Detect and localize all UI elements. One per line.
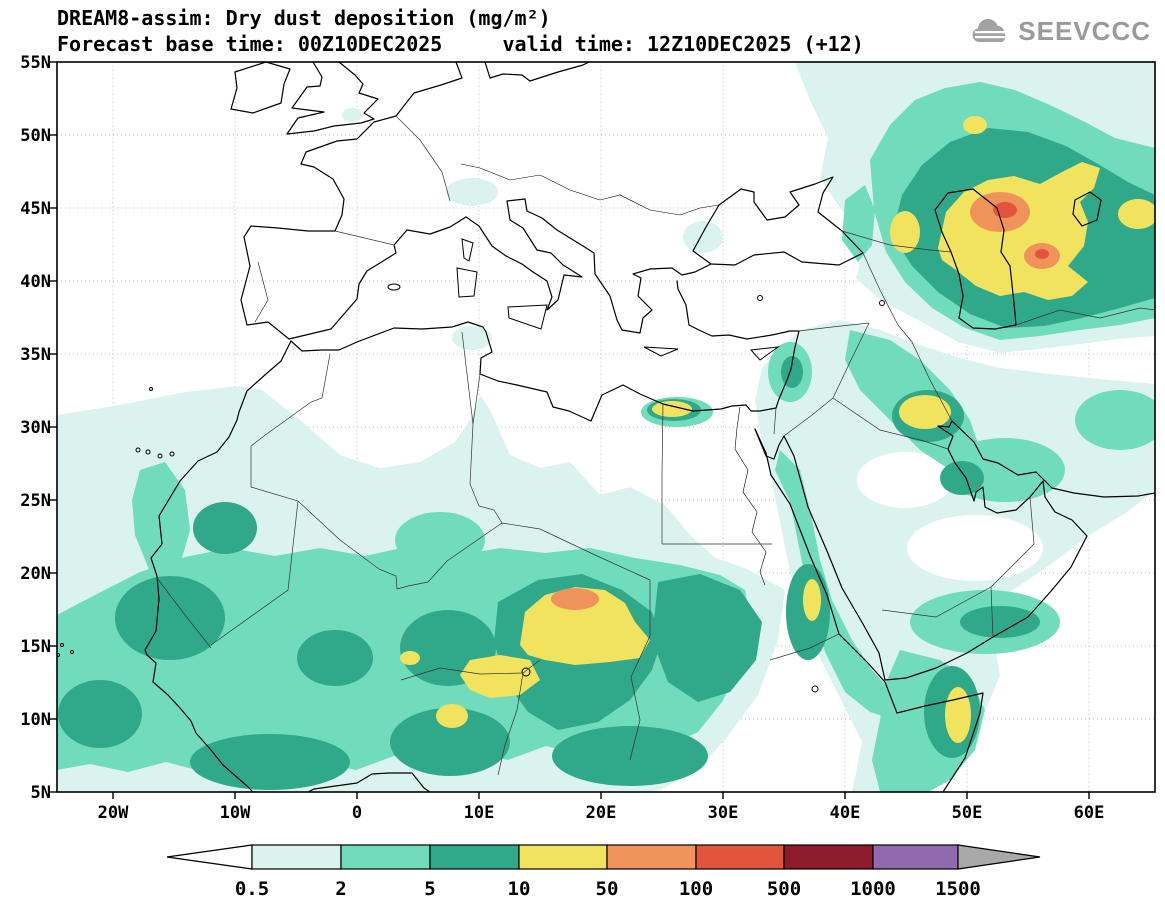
lon-label-30e: 30E	[708, 803, 739, 823]
lon-label-10w: 10W	[220, 803, 251, 823]
legend-swatch-50-100	[606, 844, 697, 870]
lat-label-25n: 25N	[20, 491, 51, 511]
lat-label-35n: 35N	[20, 345, 51, 365]
contour-white-holes	[857, 452, 1043, 581]
rivers	[460, 163, 767, 586]
lat-label-40n: 40N	[20, 272, 51, 292]
country-borders	[156, 115, 1155, 776]
legend-swatch-0p5-2	[251, 844, 342, 870]
contour-level-10-50	[400, 116, 1155, 743]
legend-label-2: 2	[335, 878, 346, 900]
lon-axis-labels: 20W 10W 0 10E 20E 30E 40E 50E 60E	[98, 803, 1105, 823]
lon-label-20w: 20W	[98, 803, 129, 823]
lon-label-10e: 10E	[464, 803, 495, 823]
forecast-time-subtitle: Forecast base time: 00Z10DEC2025 valid t…	[57, 32, 864, 56]
lat-label-20n: 20N	[20, 564, 51, 584]
cloud-icon	[972, 18, 1008, 42]
legend-label-1000: 1000	[850, 878, 896, 900]
page-title: DREAM8-assim: Dry dust deposition (mg/m²…	[57, 6, 551, 30]
lon-label-60e: 60E	[1074, 803, 1105, 823]
legend-colorbar	[166, 844, 1041, 870]
legend-swatch-1000-1500	[872, 844, 959, 870]
lon-label-40e: 40E	[830, 803, 861, 823]
legend-label-500: 500	[767, 878, 801, 900]
legend-swatch-10-50	[518, 844, 608, 870]
legend-arrow-below	[166, 844, 253, 870]
lon-label-0: 0	[352, 803, 362, 823]
legend-swatch-100-500	[695, 844, 785, 870]
legend-swatch-2-5	[340, 844, 431, 870]
legend-label-1500: 1500	[935, 878, 981, 900]
lat-label-55n: 55N	[20, 53, 51, 73]
legend-label-10: 10	[508, 878, 531, 900]
legend-arrow-above	[957, 844, 1041, 870]
lon-label-50e: 50E	[952, 803, 983, 823]
seevccc-logo: SEEVCCC	[969, 16, 1151, 47]
legend-label-50: 50	[596, 878, 619, 900]
legend-swatch-5-10	[429, 844, 520, 870]
lat-label-15n: 15N	[20, 637, 51, 657]
islands-and-lakes	[57, 238, 885, 693]
legend-label-5: 5	[424, 878, 435, 900]
map-frame	[50, 61, 1156, 799]
lat-label-30n: 30N	[20, 418, 51, 438]
coastlines	[144, 62, 1155, 792]
legend-swatch-500-1000	[783, 844, 874, 870]
lat-label-5n: 5N	[31, 783, 51, 803]
lat-label-10n: 10N	[20, 710, 51, 730]
lat-label-50n: 50N	[20, 126, 51, 146]
legend-labels: 0.5 2 5 10 50 100 500 1000 1500	[235, 878, 981, 900]
legend-label-0p5: 0.5	[235, 878, 269, 900]
logo-text: SEEVCCC	[1018, 16, 1151, 46]
legend-label-100: 100	[679, 878, 713, 900]
lon-label-20e: 20E	[586, 803, 617, 823]
lat-label-45n: 45N	[20, 199, 51, 219]
lat-axis-labels: 55N 50N 45N 40N 35N 30N 25N 20N 15N 10N …	[20, 53, 51, 803]
